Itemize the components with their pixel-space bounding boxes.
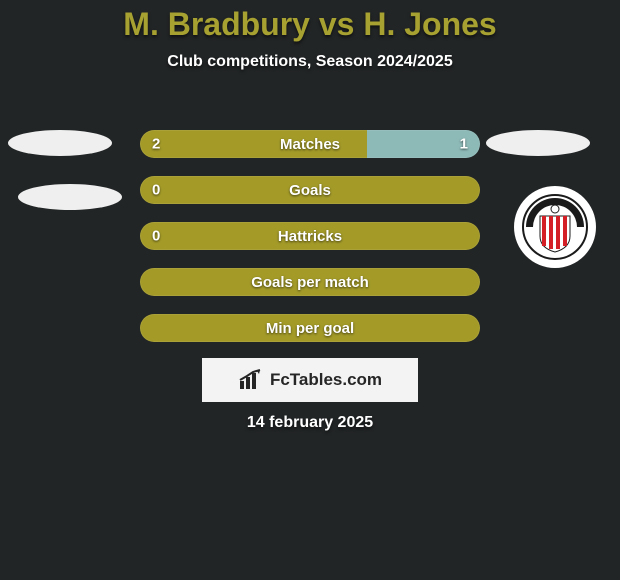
stat-value-left: 0 [152,182,160,199]
subtitle: Club competitions, Season 2024/2025 [0,53,620,71]
fctables-logo: FcTables.com [202,358,418,402]
stat-row-goals: 0 Goals [140,176,480,204]
stat-label: Hattricks [278,228,342,245]
stat-row-goals-per-match: Goals per match [140,268,480,296]
stat-row-min-per-goal: Min per goal [140,314,480,342]
player-left-shape-2 [18,184,122,210]
stat-label: Min per goal [266,320,354,337]
logo-text: FcTables.com [270,370,382,390]
date-label: 14 february 2025 [247,414,373,432]
stat-label: Goals [289,182,331,199]
club-crest [514,186,596,268]
player-left-shape-1 [8,130,112,156]
stats-panel: 2 Matches 1 0 Goals 0 Hattricks Goals pe… [140,130,480,360]
stat-row-matches: 2 Matches 1 [140,130,480,158]
comparison-card: M. Bradbury vs H. Jones Club competition… [0,6,620,580]
stat-label: Goals per match [251,274,369,291]
stat-value-left: 2 [152,136,160,153]
stat-row-hattricks: 0 Hattricks [140,222,480,250]
bars-icon [238,369,264,391]
page-title: M. Bradbury vs H. Jones [0,6,620,43]
stat-label: Matches [280,136,340,153]
crest-icon [522,194,588,260]
stat-value-right: 1 [460,136,468,153]
stat-value-left: 0 [152,228,160,245]
player-right-shape [486,130,590,156]
